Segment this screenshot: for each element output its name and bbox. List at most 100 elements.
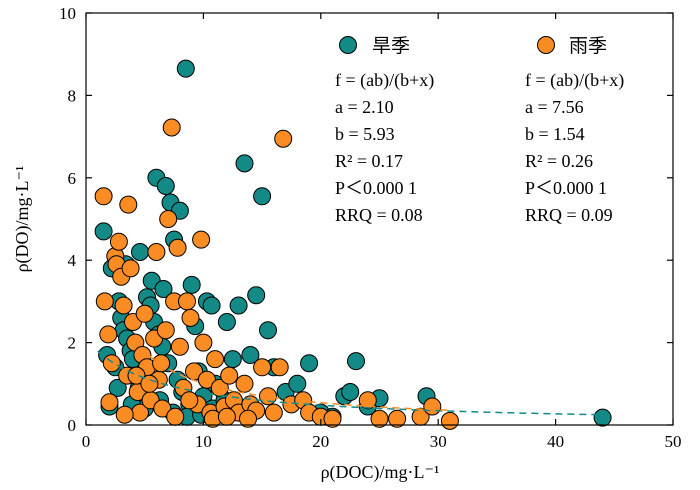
point-wet — [109, 232, 128, 251]
x-tick-label: 50 — [665, 432, 682, 451]
point-wet — [235, 374, 254, 393]
point-wet — [127, 366, 146, 385]
y-axis-label: ρ(DO)/mg·L⁻¹ — [12, 166, 33, 273]
point-wet — [259, 387, 277, 406]
point-wet — [168, 238, 187, 257]
point-dry — [131, 243, 149, 261]
point-wet — [264, 403, 283, 422]
stats-wet: f = (ab)/(b+x) a = 7.56 b = 1.54 R² = 0.… — [525, 70, 624, 225]
legend-marker-wet — [537, 36, 555, 54]
x-tick-label: 0 — [82, 432, 91, 451]
point-wet — [274, 129, 293, 148]
point-dry — [241, 346, 260, 364]
y-tick-label: 2 — [68, 334, 77, 353]
point-dry — [182, 275, 201, 294]
point-wet — [135, 304, 154, 323]
point-dry — [108, 378, 127, 397]
point-wet — [358, 391, 377, 410]
point-wet — [152, 354, 171, 373]
point-wet — [253, 358, 272, 377]
point-wet — [323, 409, 342, 428]
legend-label-dry: 旱季 — [372, 35, 410, 57]
point-wet — [388, 409, 407, 428]
point-wet — [153, 399, 172, 418]
point-wet — [121, 259, 140, 278]
point-wet — [100, 393, 119, 412]
point-dry — [202, 296, 221, 315]
point-wet — [206, 350, 225, 369]
stats-dry: f = (ab)/(b+x) a = 2.10 b = 5.93 R² = 0.… — [335, 70, 434, 225]
marks-layer — [94, 59, 612, 430]
point-dry — [156, 177, 175, 195]
point-dry — [341, 383, 360, 401]
point-wet — [170, 337, 189, 356]
x-tick-label: 40 — [547, 432, 564, 451]
y-tick-label: 0 — [68, 416, 77, 435]
point-wet — [194, 333, 213, 352]
point-dry — [176, 59, 195, 78]
point-dry — [593, 408, 612, 427]
point-dry — [288, 374, 307, 393]
point-wet — [115, 405, 134, 424]
plot-frame — [85, 12, 674, 426]
y-tick-label: 6 — [68, 169, 77, 188]
stat-dry-b: b = 5.93 — [335, 124, 395, 144]
point-dry — [259, 321, 277, 340]
point-dry — [247, 286, 266, 305]
point-wet — [239, 409, 257, 428]
point-wet — [370, 409, 389, 428]
point-wet — [178, 292, 196, 311]
x-tick-label: 20 — [312, 432, 329, 451]
point-wet — [192, 230, 211, 249]
point-wet — [99, 325, 118, 344]
stat-wet-formula: f = (ab)/(b+x) — [525, 70, 624, 91]
point-wet — [166, 407, 185, 426]
stat-dry-formula: f = (ab)/(b+x) — [335, 70, 434, 91]
x-axis-label: ρ(DOC)/mg·L⁻¹ — [321, 462, 440, 483]
point-wet — [270, 358, 289, 377]
point-wet — [217, 407, 236, 426]
point-dry — [235, 154, 254, 173]
point-dry — [229, 296, 248, 315]
point-dry — [217, 313, 236, 331]
point-dry — [223, 350, 242, 369]
point-wet — [423, 397, 442, 416]
point-wet — [147, 243, 166, 261]
stat-wet-p: P＜0.000 1 — [525, 178, 607, 198]
point-dry — [300, 354, 319, 373]
point-wet — [95, 292, 114, 311]
point-wet — [114, 296, 133, 315]
point-wet — [159, 210, 178, 228]
point-wet — [94, 187, 113, 206]
point-dry — [154, 280, 173, 298]
stat-wet-r2: R² = 0.26 — [525, 151, 593, 171]
point-wet — [181, 308, 200, 327]
legend: 旱季 雨季 — [339, 35, 607, 57]
stat-wet-a: a = 7.56 — [525, 97, 584, 117]
point-wet — [180, 391, 199, 410]
x-tick-label: 30 — [430, 432, 447, 451]
fit-lines — [97, 337, 603, 416]
stat-wet-b: b = 1.54 — [525, 124, 585, 144]
point-wet — [440, 411, 459, 430]
stat-dry-rrq: RRQ = 0.08 — [335, 205, 423, 225]
stat-dry-r2: R² = 0.17 — [335, 151, 403, 171]
stat-dry-p: P＜0.000 1 — [335, 178, 417, 198]
y-tick-label: 8 — [68, 86, 77, 105]
point-wet — [156, 321, 175, 340]
point-wet — [102, 354, 121, 373]
y-tick-label: 10 — [59, 4, 76, 23]
axes: 0 10 20 30 40 50 0 2 4 6 8 10 — [59, 4, 682, 451]
point-wet — [162, 118, 181, 137]
x-tick-label: 10 — [195, 432, 212, 451]
point-dry — [94, 222, 113, 241]
y-tick-label: 4 — [68, 251, 77, 270]
point-wet — [140, 374, 159, 393]
fit-line-wet — [132, 337, 450, 412]
legend-label-wet: 雨季 — [569, 35, 607, 57]
stat-wet-rrq: RRQ = 0.09 — [525, 205, 613, 225]
point-dry — [253, 187, 272, 206]
stat-dry-a: a = 2.10 — [335, 97, 394, 117]
legend-marker-dry — [339, 36, 357, 54]
